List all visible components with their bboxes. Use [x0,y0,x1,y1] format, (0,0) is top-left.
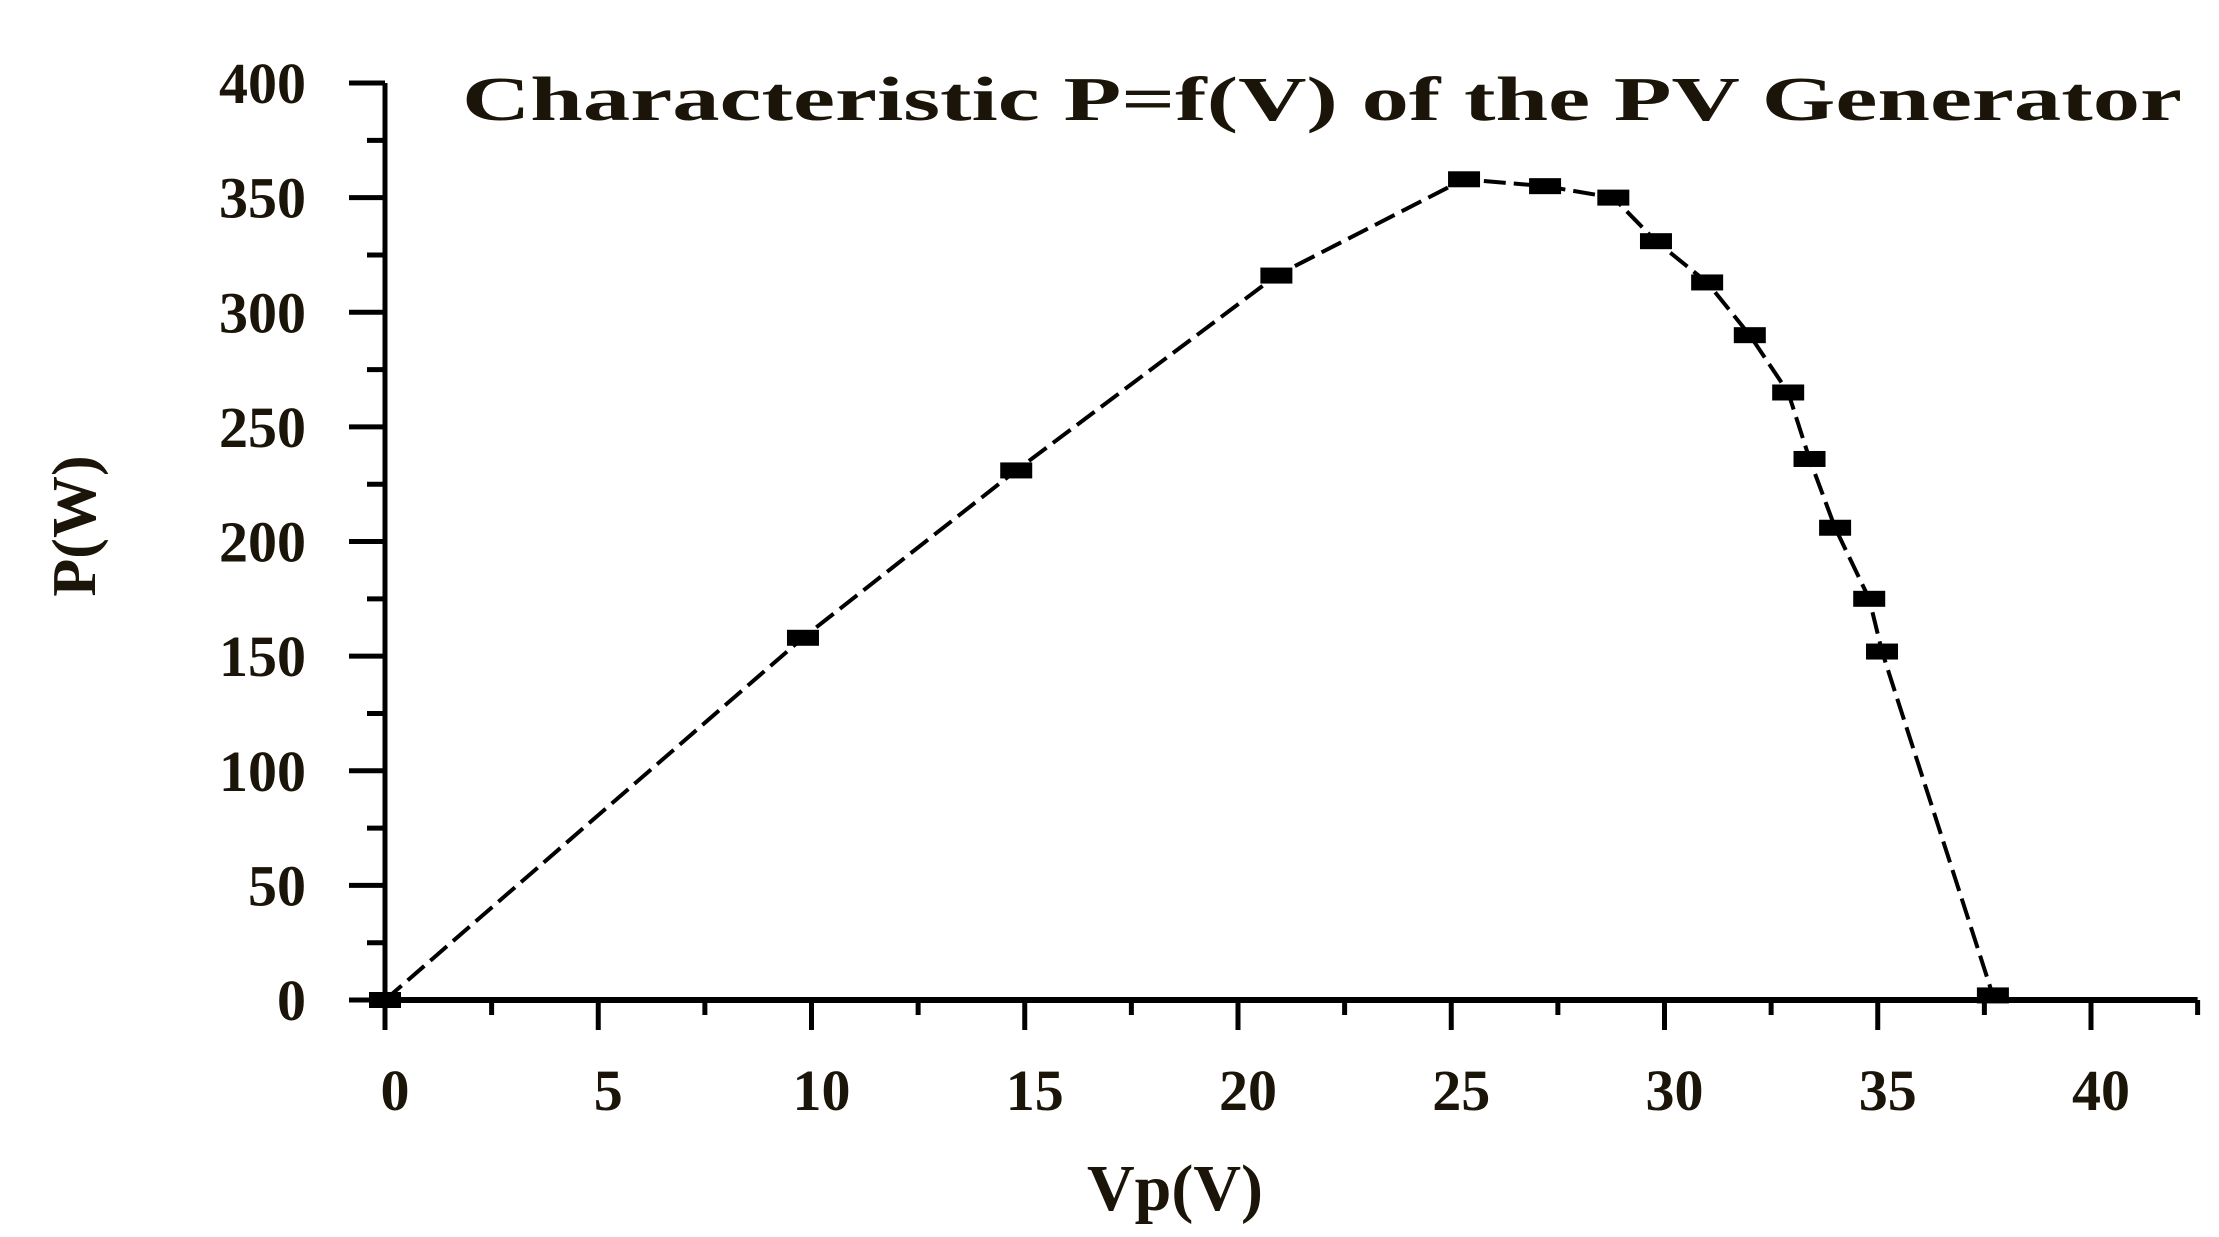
x-tick-label: 15 [1006,1058,1064,1123]
data-point-marker [1597,189,1630,206]
x-tick-label: 20 [1219,1058,1277,1123]
y-tick-label: 150 [219,624,306,689]
x-tick-label: 40 [2072,1058,2130,1123]
series-p [369,171,2009,1008]
axes: 0 50 100 150 200 250 300 350 400 0 5 10 15 20 25 30 35 40 [219,51,2201,1123]
data-point-marker [1260,267,1293,284]
x-tick-label: 35 [1859,1058,1917,1123]
data-point-marker [1691,274,1724,291]
y-tick-label: 0 [277,968,306,1033]
chart-title: Characteristic P=f(V) of the PV Generato… [462,66,2182,134]
data-point-marker [1772,384,1805,401]
y-tick-label: 400 [219,51,306,116]
y-tick-label: 350 [219,166,306,231]
data-point-marker [1000,462,1033,479]
y-tick-label: 300 [219,280,306,345]
data-point-marker [1819,519,1852,536]
y-axis-label: P(W) [41,455,109,596]
data-point-marker [1639,233,1672,250]
data-point-marker [1448,171,1481,188]
data-point-marker [1733,327,1766,344]
data-point-marker [1866,643,1899,660]
y-tick-label: 250 [219,395,306,460]
data-point-marker [1793,450,1826,467]
x-tick-label: 10 [793,1058,851,1123]
y-tick-label: 200 [219,510,306,575]
x-tick-label: 0 [381,1058,410,1123]
x-tick-label: 30 [1646,1058,1704,1123]
data-point-marker [1529,178,1562,195]
x-tick-label: 5 [594,1058,623,1123]
data-point-marker [369,992,401,1008]
data-point-marker [786,629,819,646]
series-line [383,177,1995,1002]
data-point-marker [1976,987,2009,1004]
y-tick-label: 100 [219,739,306,804]
x-tick-label: 25 [1432,1058,1490,1123]
data-point-marker [1853,590,1886,607]
y-tick-label: 50 [248,853,306,918]
x-axis-label: Vp(V) [1087,1152,1263,1225]
